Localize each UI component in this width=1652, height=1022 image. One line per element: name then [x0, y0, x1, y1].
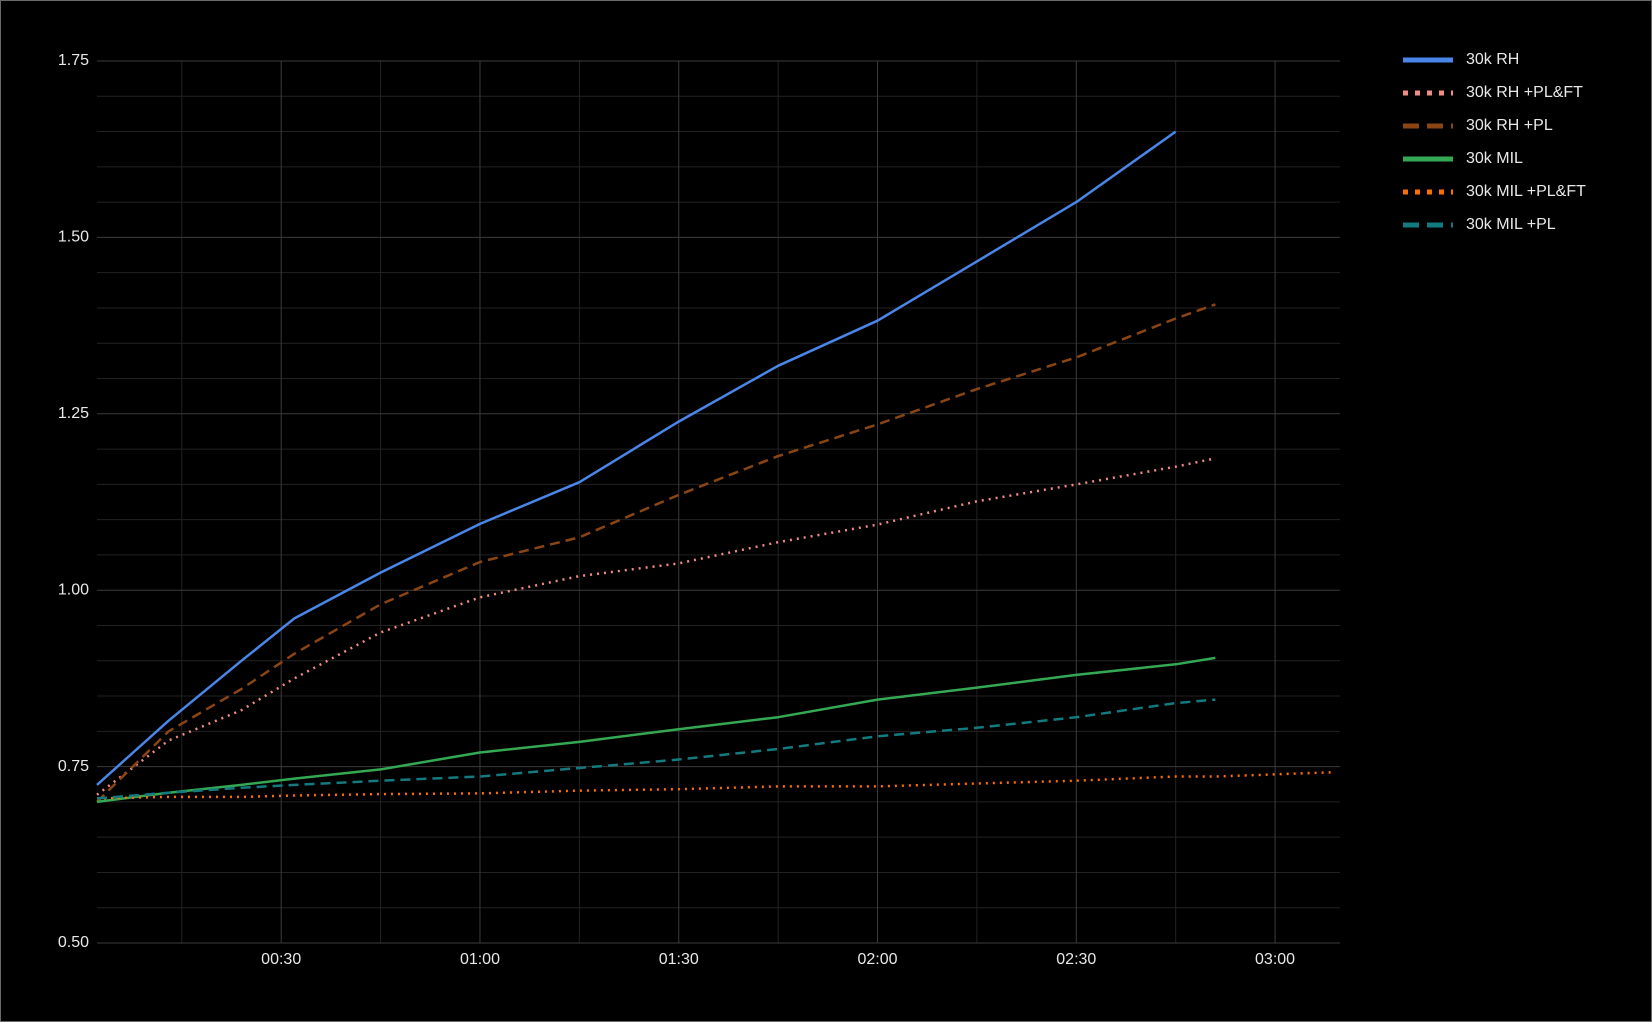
- y-tick-label: 0.50: [58, 934, 89, 951]
- legend-label: 30k MIL: [1466, 150, 1523, 167]
- x-tick-label: 02:30: [1056, 951, 1096, 968]
- legend-label: 30k MIL +PL&FT: [1466, 183, 1586, 200]
- y-tick-label: 1.00: [58, 581, 89, 598]
- x-tick-label: 03:00: [1255, 951, 1295, 968]
- plot-lines: [96, 130, 1335, 804]
- y-tick-label: 1.75: [58, 52, 89, 69]
- series-line: [96, 656, 1216, 804]
- legend-label: 30k RH +PL: [1466, 117, 1553, 134]
- x-tick-label: 00:30: [261, 951, 301, 968]
- series-line: [96, 770, 1335, 800]
- series-line: [96, 130, 1177, 786]
- y-tick-label: 1.25: [58, 405, 89, 422]
- y-tick-label: 0.75: [58, 758, 89, 775]
- y-tick-label: 1.50: [58, 229, 89, 246]
- x-tick-label: 02:00: [857, 951, 897, 968]
- legend-label: 30k RH +PL&FT: [1466, 84, 1583, 101]
- legend: 30k RH 30k RH +PL&FT 30k RH +PL 30k MIL 30k …: [1403, 51, 1586, 233]
- series-line: [96, 303, 1216, 803]
- legend-label: 30k MIL +PL: [1466, 216, 1556, 233]
- x-tick-label: 01:30: [659, 951, 699, 968]
- series-line: [96, 698, 1216, 800]
- legend-label: 30k RH: [1466, 51, 1519, 68]
- x-tick-label: 01:00: [460, 951, 500, 968]
